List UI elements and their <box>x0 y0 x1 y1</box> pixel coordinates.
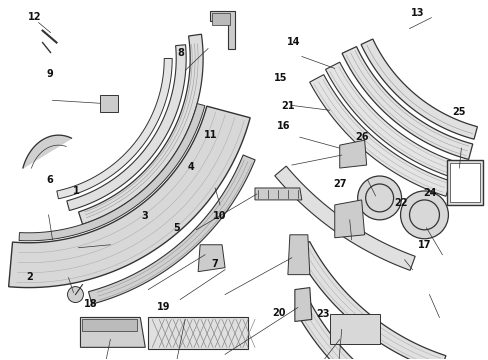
Polygon shape <box>339 140 366 168</box>
Polygon shape <box>294 301 445 360</box>
Text: 12: 12 <box>28 12 41 22</box>
Polygon shape <box>210 11 235 49</box>
Text: 16: 16 <box>276 121 290 131</box>
Text: 27: 27 <box>332 179 346 189</box>
Polygon shape <box>360 39 476 139</box>
Polygon shape <box>325 62 459 179</box>
Circle shape <box>365 184 393 212</box>
Polygon shape <box>294 288 311 321</box>
Text: 6: 6 <box>46 175 53 185</box>
Text: 10: 10 <box>213 211 226 221</box>
Text: 9: 9 <box>46 69 53 79</box>
Text: 7: 7 <box>211 259 218 269</box>
Text: 15: 15 <box>274 73 287 83</box>
Polygon shape <box>334 200 364 238</box>
Polygon shape <box>309 75 450 196</box>
Polygon shape <box>9 106 250 288</box>
Bar <box>148 318 247 349</box>
Text: 23: 23 <box>315 310 328 319</box>
Text: 22: 22 <box>393 198 407 208</box>
Text: 5: 5 <box>172 224 179 233</box>
Text: 13: 13 <box>410 8 424 18</box>
Text: 20: 20 <box>271 308 285 318</box>
Bar <box>212 13 229 24</box>
Polygon shape <box>294 242 445 360</box>
Polygon shape <box>100 95 118 112</box>
Text: 19: 19 <box>157 302 170 312</box>
Text: 26: 26 <box>354 132 367 142</box>
Circle shape <box>357 176 401 220</box>
Polygon shape <box>19 104 204 241</box>
Text: 2: 2 <box>26 272 33 282</box>
Polygon shape <box>79 34 203 224</box>
Polygon shape <box>81 318 145 347</box>
Polygon shape <box>274 166 414 270</box>
Circle shape <box>400 191 447 239</box>
Text: 11: 11 <box>203 130 217 140</box>
Polygon shape <box>88 155 255 304</box>
Polygon shape <box>198 245 224 272</box>
Polygon shape <box>287 235 309 275</box>
Text: 8: 8 <box>177 48 184 58</box>
Circle shape <box>408 200 439 230</box>
Bar <box>449 163 479 202</box>
Text: 1: 1 <box>73 186 80 196</box>
Text: 17: 17 <box>417 239 431 249</box>
Bar <box>447 160 482 205</box>
Circle shape <box>67 287 83 302</box>
Polygon shape <box>23 135 71 168</box>
Text: 3: 3 <box>141 211 147 221</box>
Text: 14: 14 <box>286 37 300 47</box>
Polygon shape <box>342 46 472 159</box>
Bar <box>82 319 137 332</box>
Text: 21: 21 <box>281 102 295 112</box>
Polygon shape <box>67 45 186 211</box>
Text: 18: 18 <box>84 299 98 309</box>
Text: 25: 25 <box>451 107 465 117</box>
Text: 24: 24 <box>422 188 436 198</box>
Polygon shape <box>57 58 172 199</box>
Text: 4: 4 <box>187 162 194 172</box>
Bar <box>329 315 379 345</box>
Polygon shape <box>254 188 301 200</box>
